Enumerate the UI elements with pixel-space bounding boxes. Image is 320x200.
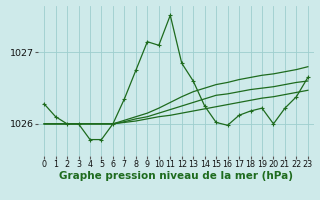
X-axis label: Graphe pression niveau de la mer (hPa): Graphe pression niveau de la mer (hPa): [59, 171, 293, 181]
